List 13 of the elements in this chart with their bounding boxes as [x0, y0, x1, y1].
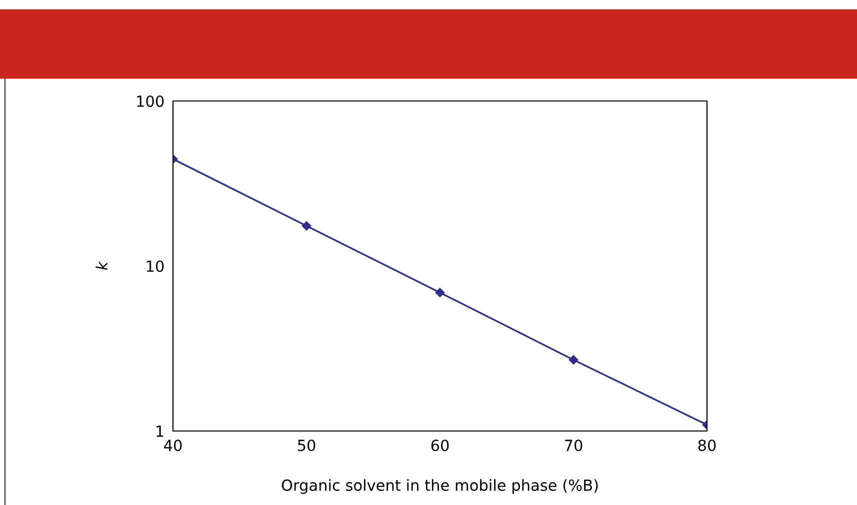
x-tick-label: 80: [698, 440, 716, 452]
point: [435, 288, 445, 298]
x-tick-label: 40: [164, 440, 182, 452]
x-tick-label: 60: [431, 440, 449, 452]
y-axis-title: k: [96, 261, 108, 270]
y-tick-label: 1: [156, 426, 164, 437]
y-tick-label: 10: [146, 260, 164, 272]
point: [302, 221, 312, 231]
x-tick-label: 70: [565, 440, 582, 452]
x-axis-title: Organic solvent in the mobile phase (%B): [282, 479, 598, 494]
x-tick-label: 50: [298, 440, 316, 452]
point: [568, 355, 578, 364]
y-tick-label: 100: [137, 95, 164, 108]
